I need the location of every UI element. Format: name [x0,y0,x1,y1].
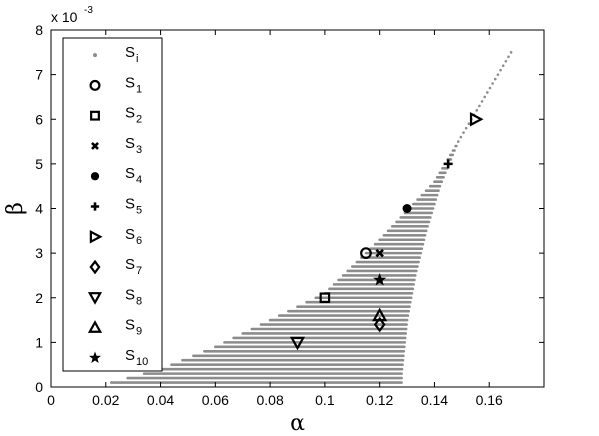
legend-marker [89,79,101,91]
svg-text:x 10: x 10 [51,9,78,25]
legend-entry: S7 [89,256,142,277]
marker-s5 [443,159,453,169]
y-tick-label: 7 [35,67,43,83]
y-tick-label: 4 [35,201,43,217]
legend-marker [90,202,100,211]
legend-label: S4 [125,165,142,186]
legend-marker [87,292,103,305]
marker-s9 [372,307,388,322]
legend-label: S7 [125,256,142,277]
y-tick-label: 2 [35,290,43,306]
legend-label: S1 [125,74,142,95]
x-axis-label: α [290,411,305,436]
y-axis-label: β [3,202,28,215]
legend-entry: S1 [89,74,142,95]
legend-label: S3 [125,135,142,156]
y-tick-label: 0 [35,379,43,395]
marker-s7 [373,316,386,333]
y-axis-multiplier: x 10 -3 [51,5,93,25]
x-tick-label: 0.12 [366,392,393,408]
legend-label: S6 [125,226,142,247]
legend-entry: S5 [90,196,142,217]
x-tick-label: 0 [47,392,55,408]
legend-label: Si [125,44,138,65]
legend-entry: S10 [88,347,148,368]
marker-s1 [360,247,372,260]
feasible-region [109,51,513,384]
legend-entry: S9 [87,317,142,338]
legend-entry: S3 [91,135,142,156]
legend-entry: S6 [89,226,142,247]
x-tick-label: 0.02 [92,392,119,408]
marker-s3 [375,248,384,258]
svg-text:-3: -3 [84,5,93,16]
legend-label: S8 [125,286,142,307]
legend-marker [91,142,99,150]
legend-marker [89,229,103,244]
legend-label: S2 [125,105,142,126]
legend-marker [87,320,103,333]
x-tick-label: 0.08 [256,392,283,408]
legend: Si S1 S2 S3 S4 S5 S6 S7 S8 S9 S10 [62,37,163,372]
legend-entry: Si [93,44,138,65]
x-tick-label: 0.1 [315,392,335,408]
legend-entry: S4 [90,165,142,186]
legend-entry: S8 [87,286,142,307]
legend-label: S10 [125,347,148,368]
marker-s2 [319,292,331,304]
x-tick-label: 0.04 [147,392,174,408]
x-tick-label: 0.14 [421,392,448,408]
y-tick-label: 8 [35,22,43,38]
y-axis-ticks: 0 1 2 3 4 5 6 7 8 [35,22,544,395]
marker-s8 [289,336,306,351]
legend-marker [93,53,97,58]
legend-label: S9 [125,317,142,338]
legend-marker [88,351,102,363]
legend-marker [90,110,100,121]
legend-marker [89,259,101,275]
y-tick-label: 1 [35,334,43,350]
legend-label: S5 [125,196,142,217]
x-axis-ticks: 0 0.02 0.04 0.06 0.08 0.1 0.12 0.14 0.16 [47,30,503,408]
marker-s6 [469,112,484,127]
y-tick-label: 3 [35,245,43,261]
x-tick-label: 0.06 [202,392,229,408]
marker-s10 [373,273,387,286]
solution-markers [289,112,484,351]
legend-entry: S2 [90,105,142,126]
y-tick-label: 6 [35,111,43,127]
legend-marker [90,172,100,181]
x-tick-label: 0.16 [476,392,503,408]
marker-s4 [402,204,412,213]
legend-box [62,37,163,372]
y-tick-label: 5 [35,156,43,172]
